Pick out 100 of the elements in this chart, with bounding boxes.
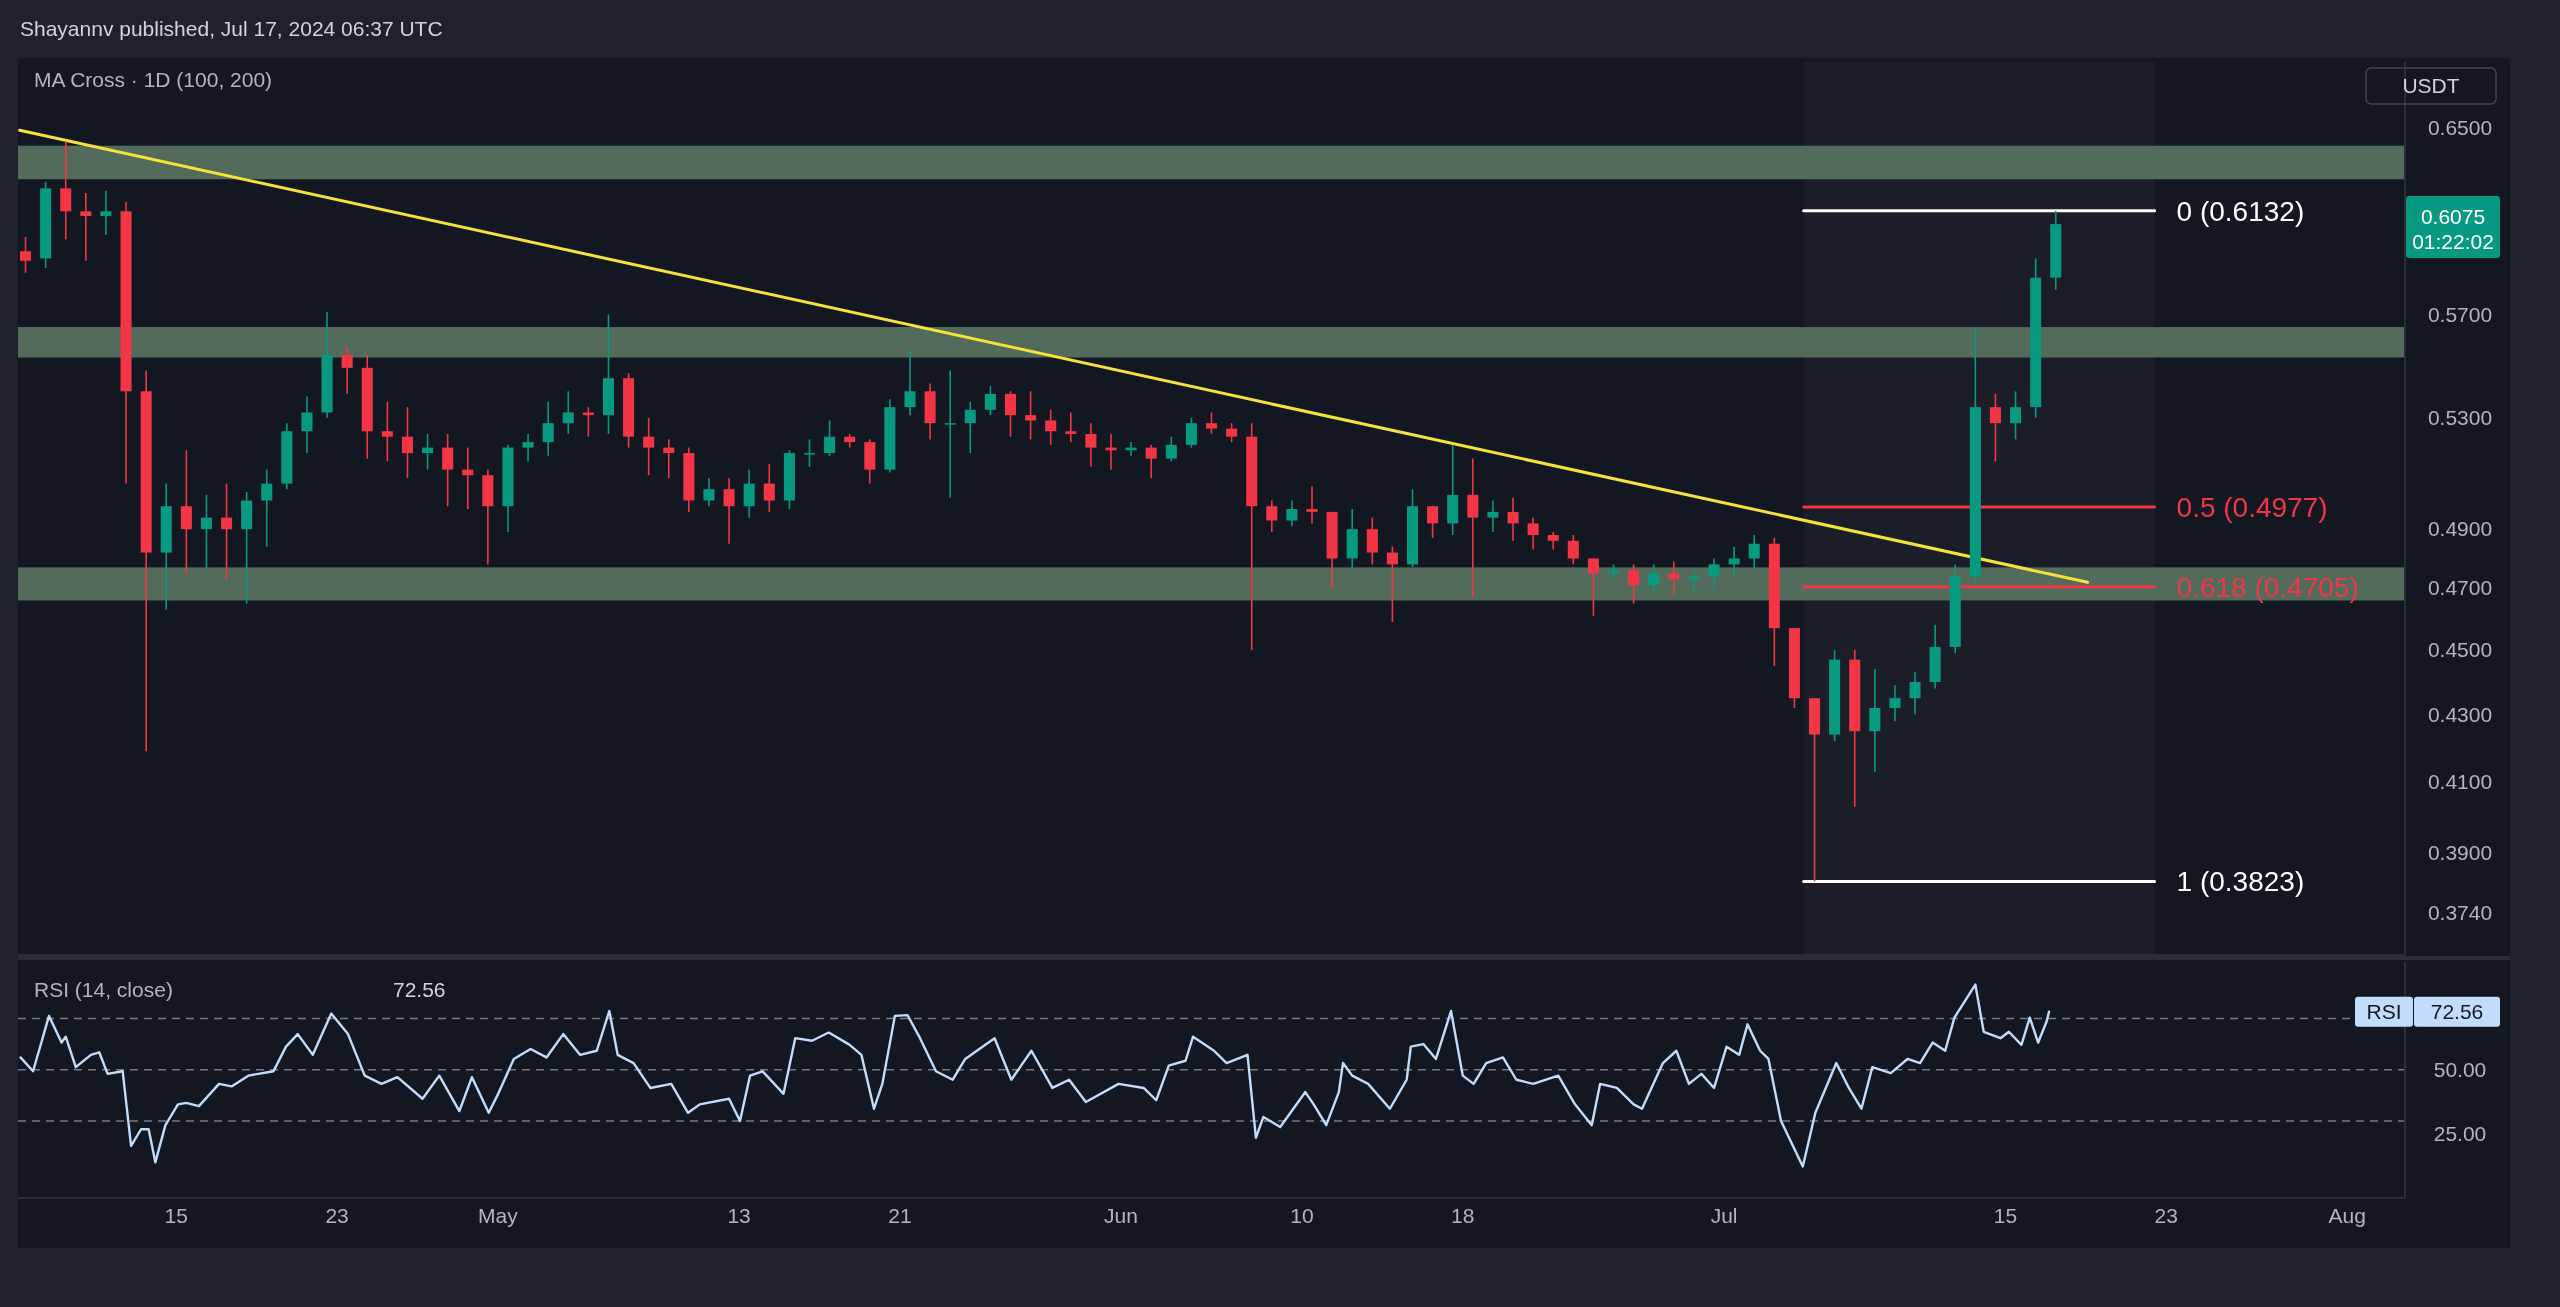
candlestick bbox=[743, 468, 755, 519]
candlestick bbox=[824, 419, 836, 457]
candlestick bbox=[2010, 390, 2022, 441]
text: 01:22:02 bbox=[2412, 230, 2494, 254]
annotation: 72.56 bbox=[393, 978, 446, 1001]
candlestick bbox=[301, 395, 313, 454]
candlestick bbox=[703, 477, 715, 507]
candlestick bbox=[1748, 534, 1760, 572]
candlestick bbox=[1145, 444, 1157, 479]
y-tick-label: 0.4300 bbox=[2427, 702, 2493, 726]
candlestick bbox=[200, 494, 212, 572]
legend-label: RSI bbox=[2366, 999, 2402, 1023]
candlestick bbox=[1266, 499, 1278, 533]
candlestick bbox=[1306, 485, 1318, 525]
candlestick bbox=[381, 401, 393, 463]
line-series bbox=[19, 983, 2051, 1168]
candlestick bbox=[401, 406, 413, 479]
candlestick bbox=[1226, 422, 1238, 443]
y-tick-label: 0.4100 bbox=[2427, 770, 2493, 794]
candlestick bbox=[341, 346, 353, 395]
candlestick bbox=[663, 438, 675, 479]
chart-subtitle: MA Cross · 1D (100, 200) bbox=[34, 68, 273, 91]
candlestick bbox=[723, 477, 735, 545]
x-tick-label: Aug bbox=[2328, 1204, 2366, 1227]
candlestick bbox=[1366, 516, 1378, 566]
candlestick bbox=[1185, 417, 1197, 449]
series-label: 1 (0.3823) bbox=[2176, 866, 2305, 898]
x-tick-label: 23 bbox=[2154, 1204, 2178, 1227]
text: RSI (14, close) bbox=[34, 978, 173, 1001]
y-tick-label: 0.4500 bbox=[2427, 638, 2493, 662]
candlestick bbox=[1728, 545, 1740, 578]
candlestick bbox=[522, 433, 534, 463]
text: 72.56 bbox=[2430, 999, 2484, 1023]
candlestick bbox=[944, 369, 956, 499]
y-tick-label: 50.00 bbox=[2433, 1057, 2487, 1081]
candlestick bbox=[1165, 435, 1177, 463]
candlestick bbox=[1587, 557, 1599, 617]
x-tick-label: Jun bbox=[1104, 1204, 1138, 1227]
candlestick bbox=[984, 385, 996, 416]
candlestick bbox=[1527, 516, 1539, 551]
series-label: 0.618 (0.4705) bbox=[2176, 571, 2359, 603]
y-tick-label: 0.5700 bbox=[2427, 302, 2493, 326]
candlestick bbox=[1386, 545, 1398, 623]
series-label: 0.5 (0.4977) bbox=[2176, 492, 2328, 524]
candlestick bbox=[1286, 499, 1298, 528]
candlestick bbox=[1045, 409, 1057, 446]
y-tick-label: 0.4900 bbox=[2427, 517, 2493, 541]
candlestick bbox=[1688, 569, 1700, 593]
x-tick-label: 21 bbox=[888, 1204, 912, 1227]
x-tick-label: Jul bbox=[1710, 1204, 1738, 1227]
candlestick bbox=[803, 438, 816, 468]
y-tick-label: 0.3900 bbox=[2427, 841, 2493, 865]
candlestick bbox=[582, 406, 594, 438]
candlestick bbox=[100, 189, 112, 236]
candlestick bbox=[261, 468, 273, 548]
x-tick-label: 13 bbox=[727, 1204, 751, 1227]
y-tick-label: 0.5300 bbox=[2427, 405, 2493, 429]
text: 0.6075 bbox=[2420, 205, 2486, 229]
candlestick bbox=[1708, 557, 1720, 590]
candlestick bbox=[1628, 563, 1640, 605]
y-tick-label: 0.3740 bbox=[2427, 900, 2493, 924]
x-tick-label: 10 bbox=[1290, 1204, 1314, 1227]
candlestick bbox=[80, 192, 92, 262]
candlestick bbox=[1989, 393, 2001, 463]
candlestick bbox=[562, 390, 574, 435]
candlestick bbox=[1205, 411, 1218, 435]
candlestick bbox=[1427, 505, 1439, 539]
candlestick bbox=[422, 433, 434, 471]
candlestick bbox=[1004, 390, 1017, 438]
candlestick bbox=[643, 417, 655, 476]
y-tick-label: 25.00 bbox=[2433, 1121, 2487, 1145]
candlestick bbox=[1869, 668, 1881, 773]
candlestick bbox=[442, 433, 454, 507]
candlestick bbox=[1648, 563, 1660, 596]
y-tick-label: 0.6500 bbox=[2427, 116, 2493, 140]
x-tick-label: May bbox=[478, 1204, 519, 1227]
x-tick-label: 15 bbox=[1993, 1204, 2018, 1227]
candlestick bbox=[964, 401, 976, 454]
candlestick bbox=[180, 449, 192, 575]
candlestick bbox=[1487, 499, 1499, 533]
candlestick bbox=[1467, 457, 1479, 599]
candlestick bbox=[20, 236, 32, 274]
candlestick bbox=[60, 140, 72, 241]
candlestick bbox=[542, 401, 554, 457]
candlestick bbox=[221, 482, 233, 581]
candlestick bbox=[1507, 496, 1519, 542]
candlestick bbox=[763, 463, 775, 513]
annotation: USDT bbox=[2402, 74, 2460, 97]
y-tick-label: 0.4700 bbox=[2427, 576, 2493, 600]
x-tick-label: 18 bbox=[1451, 1204, 1475, 1227]
x-tick-label: 23 bbox=[325, 1204, 349, 1227]
candlestick bbox=[1668, 560, 1680, 596]
x-tick-label: 15 bbox=[164, 1204, 188, 1227]
candlestick bbox=[904, 349, 916, 416]
candlestick bbox=[1085, 422, 1097, 468]
candlestick bbox=[1065, 411, 1077, 443]
candlestick bbox=[1909, 671, 1921, 716]
candlestick bbox=[1567, 534, 1579, 566]
series-label: 0 (0.6132) bbox=[2176, 195, 2305, 227]
candlestick bbox=[1889, 684, 1901, 722]
